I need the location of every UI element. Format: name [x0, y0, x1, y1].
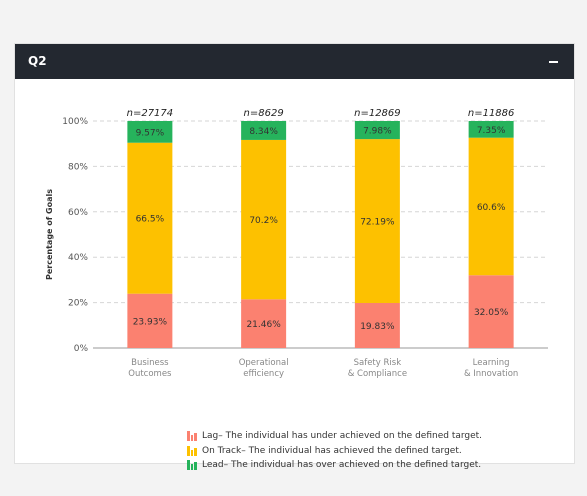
data-label: 19.83% [360, 322, 395, 332]
bar-segment-on-track[interactable] [354, 139, 400, 303]
x-tick-label: efficiency [243, 369, 284, 379]
y-tick-label: 0% [74, 344, 89, 354]
panel-header: Q2 [15, 44, 574, 79]
data-label: 21.46% [246, 320, 281, 330]
data-label: 9.57% [136, 128, 165, 138]
legend-text-lead: – The individual has over achieved on th… [223, 460, 482, 471]
legend-item-lag: Lag – The individual has under achieved … [187, 429, 482, 444]
y-tick-label: 20% [68, 299, 88, 309]
bar-segment-lead[interactable] [468, 121, 514, 138]
x-tick-label: Business [131, 358, 169, 368]
y-tick-label: 100% [62, 117, 88, 127]
legend-item-on-track: On Track – The individual has achieved t… [187, 444, 482, 459]
data-label: 7.35% [477, 126, 506, 136]
data-label: 8.34% [249, 127, 278, 137]
bar-segment-lag[interactable] [127, 293, 173, 348]
legend-label-lead: Lead [202, 460, 224, 471]
bar-segment-lag[interactable] [241, 299, 287, 348]
bar-segment-lead[interactable] [241, 121, 287, 140]
legend-item-lead: Lead – The individual has over achieved … [187, 458, 482, 473]
data-label: 66.5% [136, 215, 165, 225]
stacked-bar-chart: 0% 20% 40% 60% 80% 100% Percentage of Goals 23.… [45, 108, 548, 379]
x-tick-label: Safety Risk [354, 358, 402, 368]
bar-chart-icon-on-track [187, 445, 198, 456]
x-tick-label: & Innovation [464, 369, 518, 379]
sample-size-label: n=8629 [244, 108, 284, 119]
chart-panel: Q2 0% 20% 40% 60% 80% 100% Percentage of Goals… [14, 43, 575, 471]
legend-label-lag: Lag [202, 431, 219, 442]
x-tick-label: Operational [239, 358, 289, 368]
y-tick-label: 60% [68, 208, 88, 218]
sample-size-label: n=11886 [468, 108, 515, 119]
bar-segment-on-track[interactable] [241, 139, 287, 300]
bar-segment-on-track[interactable] [127, 142, 173, 294]
sample-size-label: n=27174 [127, 108, 174, 119]
sample-size-label: n=12869 [354, 108, 401, 119]
data-label: 7.98% [363, 127, 392, 137]
legend: Lag – The individual has under achieved … [187, 429, 482, 473]
data-label: 72.19% [360, 218, 395, 228]
bar-segment-on-track[interactable] [468, 137, 514, 276]
y-tick-label: 40% [68, 253, 88, 263]
collapse-minus-icon[interactable] [546, 52, 562, 70]
y-tick-label: 80% [68, 162, 88, 172]
legend-label-on-track: On Track [202, 445, 242, 456]
data-label: 60.6% [477, 203, 506, 213]
data-label: 70.2% [249, 216, 278, 226]
bar-segment-lag[interactable] [354, 302, 400, 348]
data-label: 32.05% [474, 308, 509, 318]
x-tick-label: & Compliance [348, 369, 407, 379]
bar-chart-icon-lag [187, 431, 198, 442]
x-tick-label: Learning [473, 358, 510, 368]
bar-chart-icon-lead [187, 460, 198, 471]
y-axis-title: Percentage of Goals [45, 189, 54, 280]
panel-title: Q2 [28, 54, 47, 68]
bar-segment-lag[interactable] [468, 275, 514, 348]
legend-text-lag: – The individual has under achieved on t… [218, 431, 483, 442]
bar-segment-lead[interactable] [127, 121, 173, 143]
data-label: 23.93% [133, 317, 168, 327]
legend-text-on-track: – The individual has achieved the define… [241, 445, 462, 456]
x-tick-label: Outcomes [128, 369, 172, 379]
bar-segment-lead[interactable] [354, 121, 400, 140]
